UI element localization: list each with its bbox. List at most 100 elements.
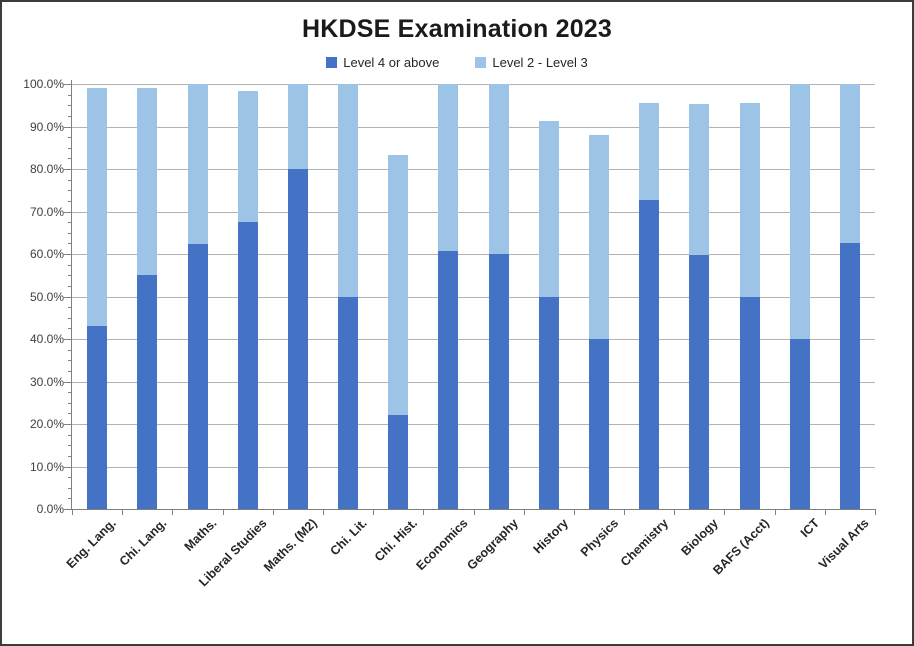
x-category-label: History bbox=[530, 516, 571, 557]
bar-segment-level4 bbox=[87, 326, 108, 509]
bar-segment-level4 bbox=[739, 296, 760, 509]
bar-segment-level4 bbox=[639, 200, 660, 509]
y-minor-tick bbox=[68, 477, 72, 479]
y-minor-tick bbox=[68, 413, 72, 415]
y-minor-tick bbox=[68, 232, 72, 234]
y-minor-tick bbox=[68, 190, 72, 192]
bar-segment-level4 bbox=[338, 296, 358, 509]
y-minor-tick bbox=[68, 264, 72, 266]
x-tick bbox=[774, 509, 776, 515]
y-minor-tick bbox=[68, 275, 72, 277]
y-minor-tick bbox=[68, 328, 72, 330]
bar-segment-level4 bbox=[689, 255, 710, 509]
x-tick bbox=[222, 509, 224, 515]
y-major-tick bbox=[64, 211, 72, 213]
bar-segment-level4 bbox=[589, 339, 609, 509]
x-tick bbox=[322, 509, 324, 515]
y-axis-ticks bbox=[63, 84, 72, 510]
bar-segment-level23 bbox=[187, 84, 208, 245]
gridline bbox=[72, 254, 875, 255]
x-tick bbox=[423, 509, 425, 515]
bar-segment-level23 bbox=[639, 103, 660, 200]
gridline bbox=[72, 169, 875, 170]
bar-segment-level23 bbox=[287, 84, 308, 169]
x-category-label: Eng. Lang. bbox=[63, 516, 120, 572]
y-major-tick bbox=[64, 126, 72, 128]
plot-area bbox=[72, 84, 875, 509]
x-category-label: Visual Arts bbox=[816, 516, 872, 572]
bar-segment-level23 bbox=[538, 120, 559, 297]
bar-segment-level23 bbox=[87, 88, 108, 327]
bar-segment-level4 bbox=[388, 414, 409, 509]
y-minor-tick bbox=[68, 487, 72, 489]
x-category-label: Chi. Lang. bbox=[116, 516, 170, 569]
x-axis-line bbox=[68, 509, 875, 510]
x-tick bbox=[473, 509, 475, 515]
bar-segment-level23 bbox=[789, 84, 810, 339]
x-tick bbox=[373, 509, 375, 515]
y-minor-tick bbox=[68, 402, 72, 404]
bar-segment-level23 bbox=[739, 103, 760, 297]
y-tick-label: 10.0% bbox=[29, 459, 64, 474]
y-minor-tick bbox=[68, 94, 72, 96]
y-tick-label: 40.0% bbox=[29, 332, 64, 346]
bar-segment-level4 bbox=[137, 275, 158, 509]
bar-segment-level23 bbox=[388, 155, 409, 415]
legend-swatch-level23-icon bbox=[475, 57, 487, 68]
x-tick bbox=[172, 509, 174, 515]
y-major-tick bbox=[64, 424, 72, 425]
gridline bbox=[72, 84, 875, 85]
y-minor-tick bbox=[68, 105, 72, 107]
x-tick bbox=[724, 509, 726, 515]
y-tick-label: 0.0% bbox=[36, 502, 64, 516]
x-category-label: Chi. Hist. bbox=[371, 516, 421, 565]
y-minor-tick bbox=[68, 434, 72, 436]
legend-label-level23: Level 2 - Level 3 bbox=[492, 55, 588, 70]
x-tick bbox=[523, 509, 525, 515]
y-minor-tick bbox=[68, 360, 72, 362]
x-category-label: Biology bbox=[678, 516, 722, 559]
bar-segment-level23 bbox=[589, 135, 609, 339]
x-tick bbox=[72, 509, 73, 515]
gridline bbox=[72, 424, 875, 425]
y-minor-tick bbox=[68, 200, 72, 202]
y-minor-tick bbox=[68, 455, 72, 457]
y-axis-labels: 0.0% 10.0% 20.0% 30.0% 40.0% 50.0% 60.0% 70.0% 8… bbox=[2, 77, 64, 516]
bar-segment-level4 bbox=[187, 244, 208, 509]
x-category-label: Maths. (M2) bbox=[261, 516, 320, 575]
y-tick-label: 20.0% bbox=[29, 417, 64, 431]
x-tick bbox=[674, 509, 676, 515]
x-axis-labels: Eng. Lang. Chi. Lang. Maths. Liberal Studie… bbox=[64, 516, 875, 641]
y-tick-label: 30.0% bbox=[29, 374, 64, 389]
y-tick-label: 60.0% bbox=[29, 247, 64, 261]
x-category-label: ICT bbox=[797, 516, 822, 541]
y-tick-label: 90.0% bbox=[29, 119, 64, 134]
bar-segment-level4 bbox=[538, 296, 559, 509]
x-category-label: Chemistry bbox=[617, 516, 672, 570]
y-minor-tick bbox=[68, 445, 72, 447]
y-major-tick bbox=[64, 339, 72, 340]
y-minor-tick bbox=[68, 317, 72, 319]
y-minor-tick bbox=[68, 179, 72, 181]
y-tick-label: 100.0% bbox=[23, 77, 64, 91]
x-tick bbox=[122, 509, 124, 515]
y-axis-line bbox=[71, 80, 72, 510]
y-major-tick bbox=[64, 381, 72, 383]
bar-segment-level4 bbox=[839, 243, 860, 509]
y-minor-tick bbox=[68, 137, 72, 139]
y-minor-tick bbox=[68, 370, 72, 372]
x-tick bbox=[573, 509, 575, 515]
x-axis-ticks bbox=[72, 509, 876, 515]
y-tick-label: 80.0% bbox=[29, 162, 64, 176]
y-major-tick bbox=[64, 169, 72, 170]
bar-segment-level4 bbox=[287, 169, 308, 509]
y-major-tick bbox=[64, 254, 72, 255]
y-minor-tick bbox=[68, 498, 72, 500]
bar-segment-level4 bbox=[488, 254, 509, 509]
y-major-tick bbox=[64, 296, 72, 298]
x-category-label: Physics bbox=[577, 516, 621, 560]
bar-segment-level23 bbox=[488, 84, 509, 254]
y-minor-tick bbox=[68, 147, 72, 149]
x-tick bbox=[624, 509, 626, 515]
